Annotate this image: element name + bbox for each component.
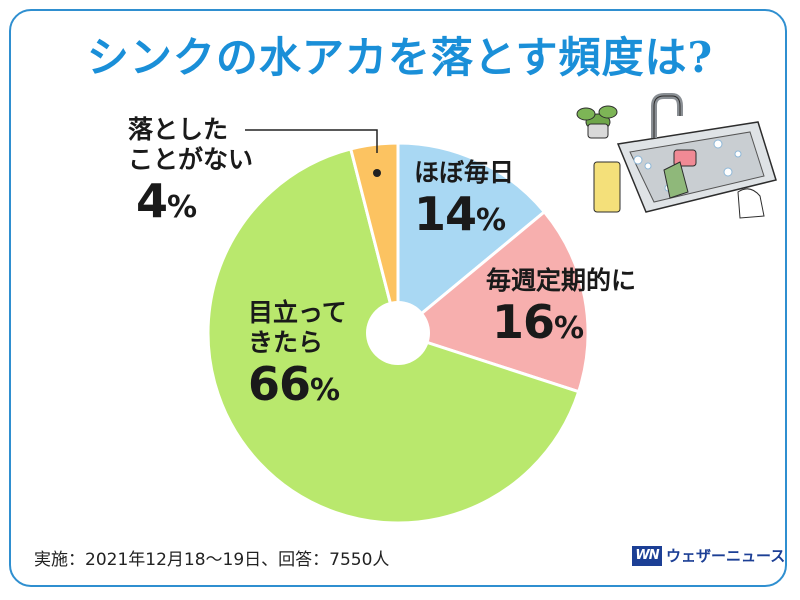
label-daily-value: 14: [414, 187, 477, 241]
label-when-noticeable-value: 66: [248, 357, 311, 411]
label-weekly: 毎週定期的に 16%: [486, 266, 637, 349]
label-daily: ほぼ毎日 14%: [414, 158, 515, 241]
brand-name: ウェザーニュース: [666, 547, 786, 565]
leader-dot: [373, 169, 381, 177]
slice-weekly: [394, 209, 590, 394]
label-when-noticeable: 目立って きたら 66%: [248, 298, 347, 411]
label-never: 落とした ことがない 4%: [128, 115, 254, 228]
donut-hole: [366, 301, 430, 365]
label-never-value: 4: [136, 174, 168, 228]
slice-daily: [396, 141, 547, 337]
weathernews-logo-icon: WN: [632, 545, 662, 566]
slice-never: [348, 141, 400, 334]
leader-line: [245, 129, 378, 153]
brand-logo: WN ウェザーニュース: [632, 545, 785, 566]
label-weekly-value: 16: [492, 295, 555, 349]
chart-title: シンクの水アカを落とす頻度は?: [86, 33, 714, 82]
label-weekly-name: 毎週定期的に: [486, 266, 637, 295]
label-daily-name: ほぼ毎日: [414, 158, 515, 187]
sink-cleaning-illustration: [576, 93, 777, 219]
survey-footnote: 実施：2021年12月18～19日、回答：7550人: [34, 550, 390, 570]
